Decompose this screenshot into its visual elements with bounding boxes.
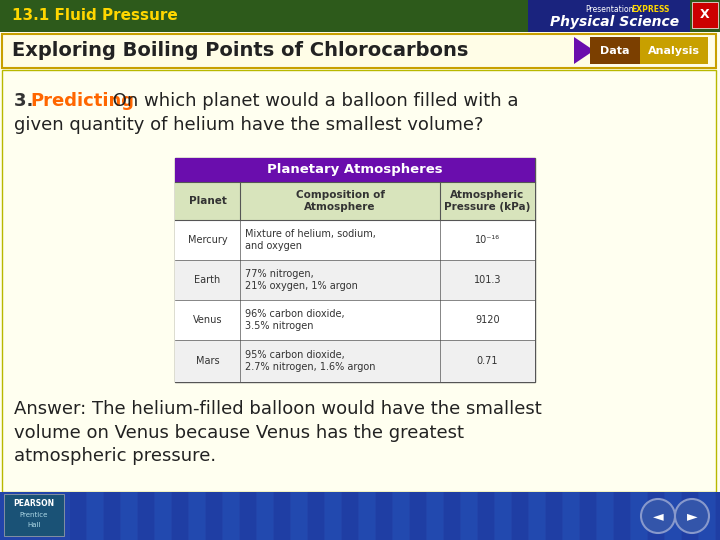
- Text: Physical Science: Physical Science: [550, 15, 680, 29]
- FancyBboxPatch shape: [291, 492, 307, 540]
- Text: given quantity of helium have the smallest volume?: given quantity of helium have the smalle…: [14, 116, 484, 134]
- Text: Presentation: Presentation: [585, 4, 634, 14]
- FancyBboxPatch shape: [699, 492, 715, 540]
- FancyBboxPatch shape: [206, 492, 222, 540]
- Text: Planet: Planet: [189, 196, 226, 206]
- FancyBboxPatch shape: [648, 492, 664, 540]
- Text: On which planet would a balloon filled with a: On which planet would a balloon filled w…: [107, 92, 518, 110]
- FancyBboxPatch shape: [175, 300, 535, 340]
- FancyBboxPatch shape: [512, 492, 528, 540]
- FancyBboxPatch shape: [155, 492, 171, 540]
- FancyBboxPatch shape: [175, 340, 535, 382]
- FancyBboxPatch shape: [2, 34, 716, 68]
- Text: EXPRESS: EXPRESS: [631, 4, 669, 14]
- FancyBboxPatch shape: [546, 492, 562, 540]
- Text: ◄: ◄: [653, 509, 663, 523]
- FancyBboxPatch shape: [614, 492, 630, 540]
- Text: 9120: 9120: [475, 315, 500, 325]
- FancyBboxPatch shape: [223, 492, 239, 540]
- FancyBboxPatch shape: [590, 37, 639, 64]
- FancyBboxPatch shape: [639, 37, 708, 64]
- Text: Composition of
Atmosphere: Composition of Atmosphere: [295, 190, 384, 212]
- Text: Mixture of helium, sodium,
and oxygen: Mixture of helium, sodium, and oxygen: [245, 229, 376, 251]
- FancyBboxPatch shape: [359, 492, 375, 540]
- FancyBboxPatch shape: [175, 260, 535, 300]
- FancyBboxPatch shape: [528, 0, 690, 32]
- FancyBboxPatch shape: [580, 492, 596, 540]
- Text: Data: Data: [600, 45, 629, 56]
- FancyBboxPatch shape: [175, 182, 535, 220]
- FancyBboxPatch shape: [175, 220, 535, 260]
- FancyBboxPatch shape: [393, 492, 409, 540]
- FancyBboxPatch shape: [4, 494, 64, 536]
- FancyBboxPatch shape: [70, 492, 86, 540]
- Text: Earth: Earth: [194, 275, 220, 285]
- FancyBboxPatch shape: [563, 492, 579, 540]
- Text: PEARSON: PEARSON: [14, 500, 55, 509]
- FancyBboxPatch shape: [692, 2, 718, 28]
- Text: Prentice: Prentice: [20, 512, 48, 518]
- FancyBboxPatch shape: [716, 492, 720, 540]
- FancyBboxPatch shape: [665, 492, 681, 540]
- Polygon shape: [574, 37, 594, 64]
- Text: Venus: Venus: [193, 315, 222, 325]
- FancyBboxPatch shape: [631, 492, 647, 540]
- FancyBboxPatch shape: [104, 492, 120, 540]
- Text: 101.3: 101.3: [474, 275, 501, 285]
- Text: Predicting: Predicting: [30, 92, 134, 110]
- FancyBboxPatch shape: [325, 492, 341, 540]
- FancyBboxPatch shape: [444, 492, 460, 540]
- Text: ►: ►: [687, 509, 697, 523]
- FancyBboxPatch shape: [478, 492, 494, 540]
- FancyBboxPatch shape: [274, 492, 290, 540]
- FancyBboxPatch shape: [461, 492, 477, 540]
- FancyBboxPatch shape: [410, 492, 426, 540]
- FancyBboxPatch shape: [138, 492, 154, 540]
- FancyBboxPatch shape: [2, 70, 716, 492]
- FancyBboxPatch shape: [175, 158, 535, 182]
- FancyBboxPatch shape: [427, 492, 443, 540]
- Text: Atmospheric
Pressure (kPa): Atmospheric Pressure (kPa): [444, 190, 531, 212]
- Text: Mars: Mars: [196, 356, 220, 366]
- FancyBboxPatch shape: [0, 0, 720, 32]
- Text: 95% carbon dioxide,
2.7% nitrogen, 1.6% argon: 95% carbon dioxide, 2.7% nitrogen, 1.6% …: [245, 350, 376, 372]
- FancyBboxPatch shape: [121, 492, 137, 540]
- FancyBboxPatch shape: [342, 492, 358, 540]
- Circle shape: [675, 499, 709, 533]
- FancyBboxPatch shape: [376, 492, 392, 540]
- Text: 3.: 3.: [14, 92, 40, 110]
- Text: Exploring Boiling Points of Chlorocarbons: Exploring Boiling Points of Chlorocarbon…: [12, 42, 469, 60]
- FancyBboxPatch shape: [597, 492, 613, 540]
- FancyBboxPatch shape: [257, 492, 273, 540]
- Text: Hall: Hall: [27, 522, 41, 528]
- Text: Analysis: Analysis: [648, 45, 700, 56]
- FancyBboxPatch shape: [189, 492, 205, 540]
- Text: Mercury: Mercury: [188, 235, 228, 245]
- Text: X: X: [700, 9, 710, 22]
- Text: Planetary Atmospheres: Planetary Atmospheres: [267, 164, 443, 177]
- Text: 96% carbon dioxide,
3.5% nitrogen: 96% carbon dioxide, 3.5% nitrogen: [245, 309, 345, 331]
- FancyBboxPatch shape: [529, 492, 545, 540]
- FancyBboxPatch shape: [308, 492, 324, 540]
- Text: 0.71: 0.71: [477, 356, 498, 366]
- Text: 77% nitrogen,
21% oxygen, 1% argon: 77% nitrogen, 21% oxygen, 1% argon: [245, 269, 358, 291]
- FancyBboxPatch shape: [0, 492, 720, 540]
- Text: 13.1 Fluid Pressure: 13.1 Fluid Pressure: [12, 9, 178, 24]
- Text: 10⁻¹⁶: 10⁻¹⁶: [475, 235, 500, 245]
- FancyBboxPatch shape: [87, 492, 103, 540]
- Circle shape: [641, 499, 675, 533]
- FancyBboxPatch shape: [495, 492, 511, 540]
- FancyBboxPatch shape: [172, 492, 188, 540]
- Text: Answer: The helium-filled balloon would have the smallest
volume on Venus becaus: Answer: The helium-filled balloon would …: [14, 400, 541, 465]
- FancyBboxPatch shape: [682, 492, 698, 540]
- FancyBboxPatch shape: [240, 492, 256, 540]
